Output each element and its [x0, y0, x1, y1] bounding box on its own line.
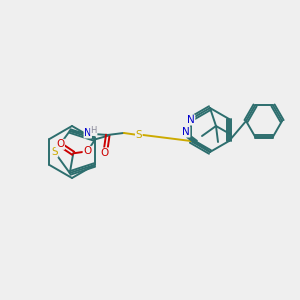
- Text: O: O: [101, 148, 109, 158]
- Text: N: N: [182, 127, 190, 137]
- Text: S: S: [136, 130, 142, 140]
- Text: H: H: [91, 127, 97, 136]
- Text: N: N: [84, 128, 92, 138]
- Text: N: N: [187, 115, 195, 125]
- Text: O: O: [56, 139, 64, 149]
- Text: S: S: [51, 147, 58, 157]
- Text: O: O: [83, 146, 92, 156]
